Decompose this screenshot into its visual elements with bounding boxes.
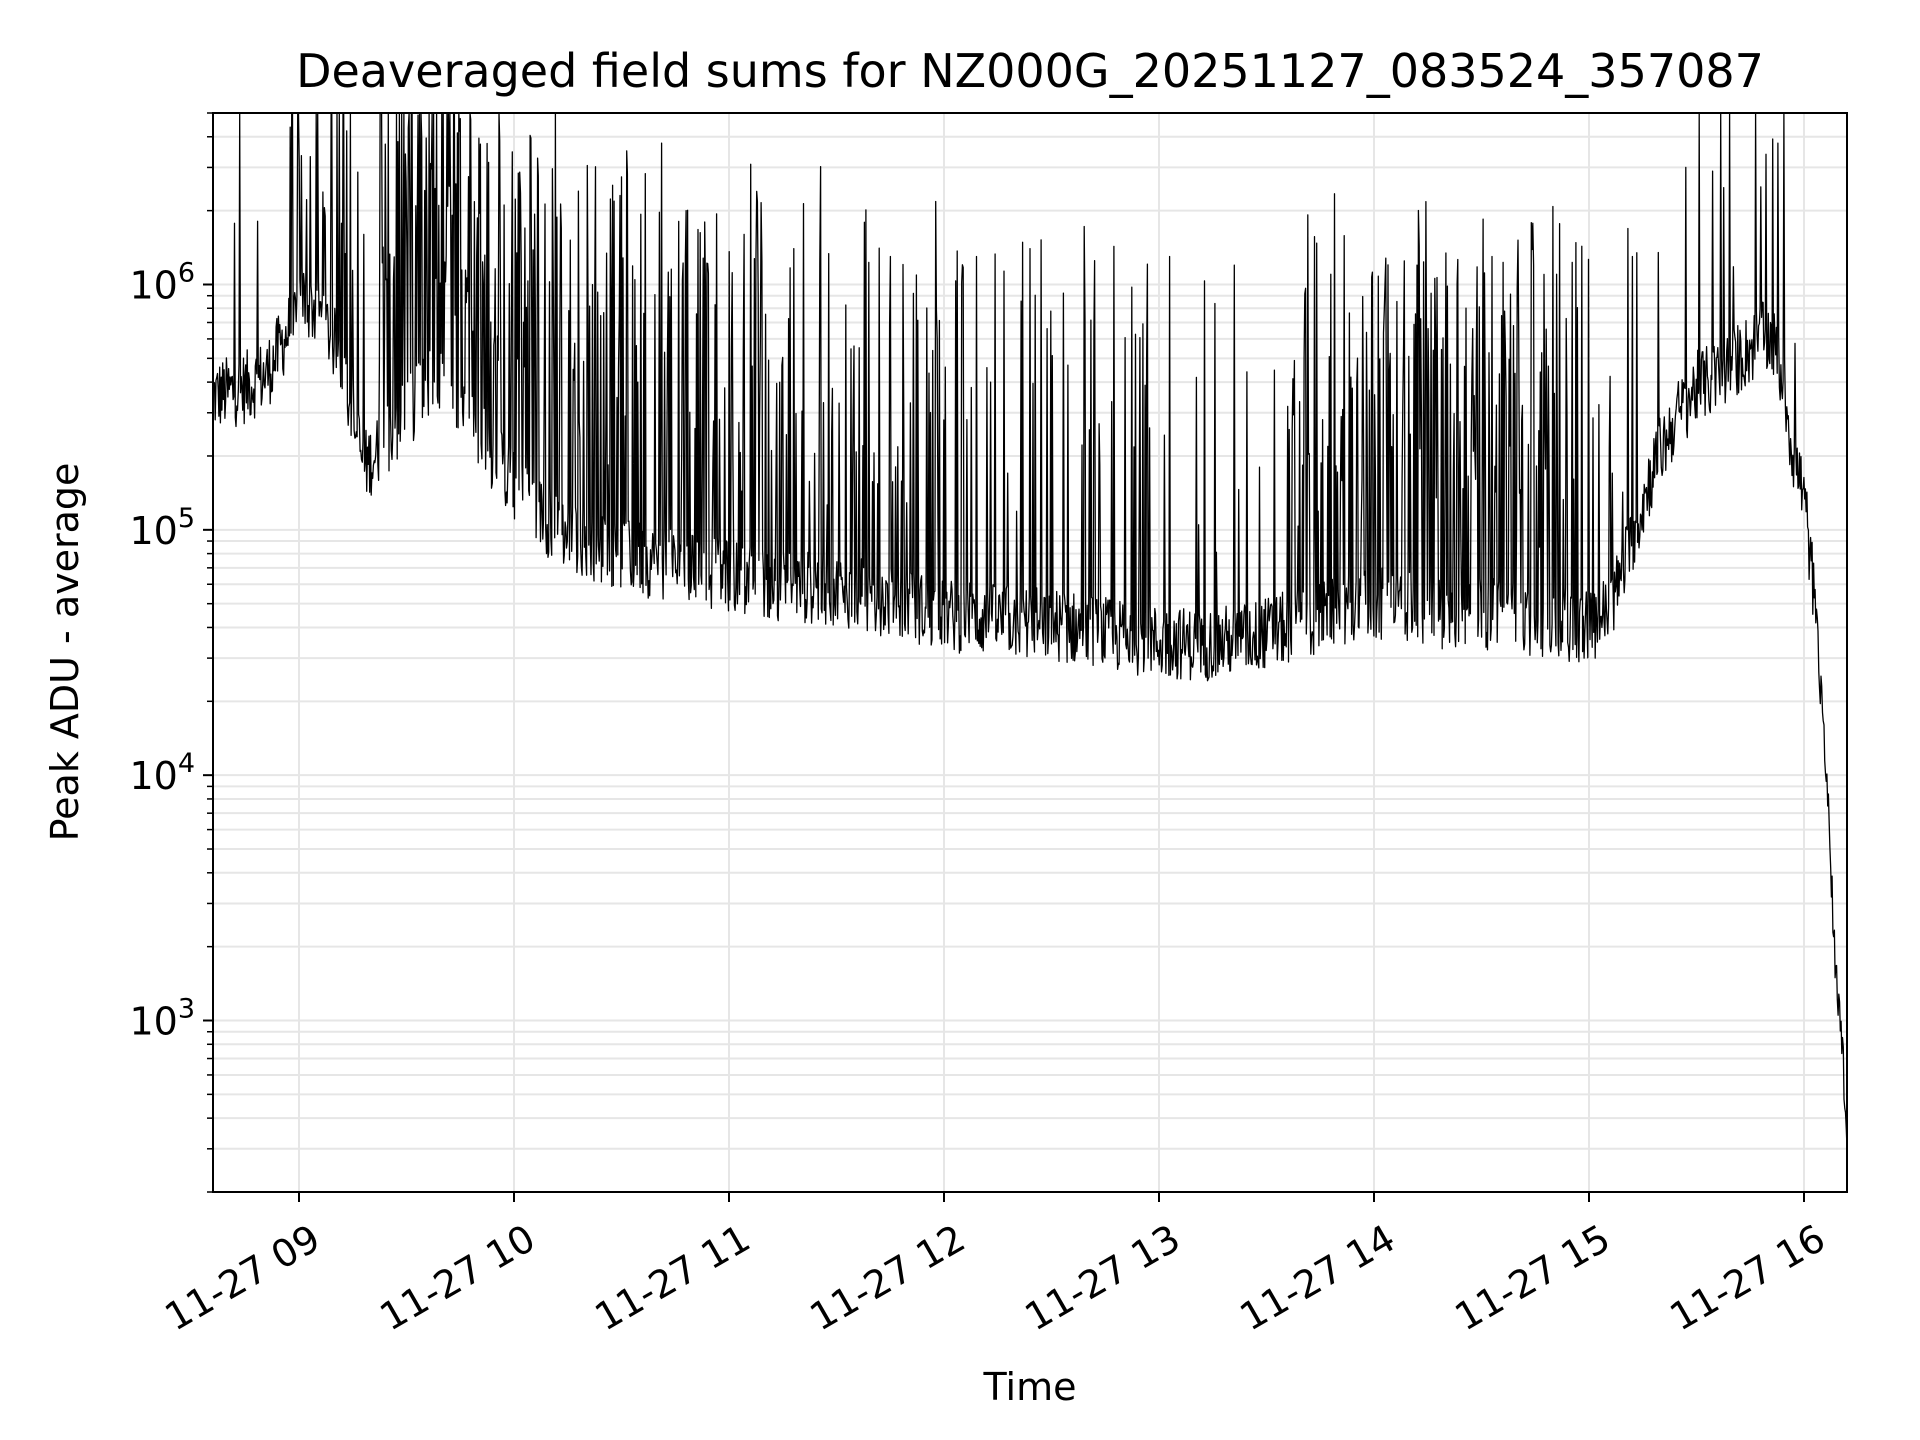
x-tick-label: 11-27 14: [1233, 1216, 1403, 1340]
x-tick-label: 11-27 12: [803, 1216, 973, 1340]
x-tick-label: 11-27 10: [373, 1216, 543, 1340]
plot-frame: [212, 112, 1848, 1193]
x-tick-label: 11-27 15: [1448, 1216, 1618, 1340]
series-line: [212, 112, 1848, 1149]
x-axis-label: Time: [983, 1365, 1077, 1409]
x-tick-label: 11-27 11: [588, 1216, 758, 1340]
chart-title: Deaveraged field sums for NZ000G_2025112…: [296, 44, 1764, 98]
series-layer: [212, 112, 1848, 1149]
y-tick-label: 104: [129, 748, 195, 798]
y-tick-label: 103: [129, 994, 195, 1044]
y-tick-label: 106: [129, 257, 195, 307]
x-axis: 11-27 09 11-27 10 11-27 11 11-27 12 11-27 13…: [158, 1192, 1833, 1339]
x-tick-label: 11-27 09: [158, 1216, 328, 1340]
y-tick-label: 105: [129, 503, 195, 553]
x-tick-label: 11-27 16: [1663, 1216, 1833, 1340]
y-axis: 103 104 105 106: [129, 112, 213, 1193]
y-axis-label: Peak ADU - average: [43, 463, 87, 842]
x-tick-label: 11-27 13: [1018, 1216, 1188, 1340]
